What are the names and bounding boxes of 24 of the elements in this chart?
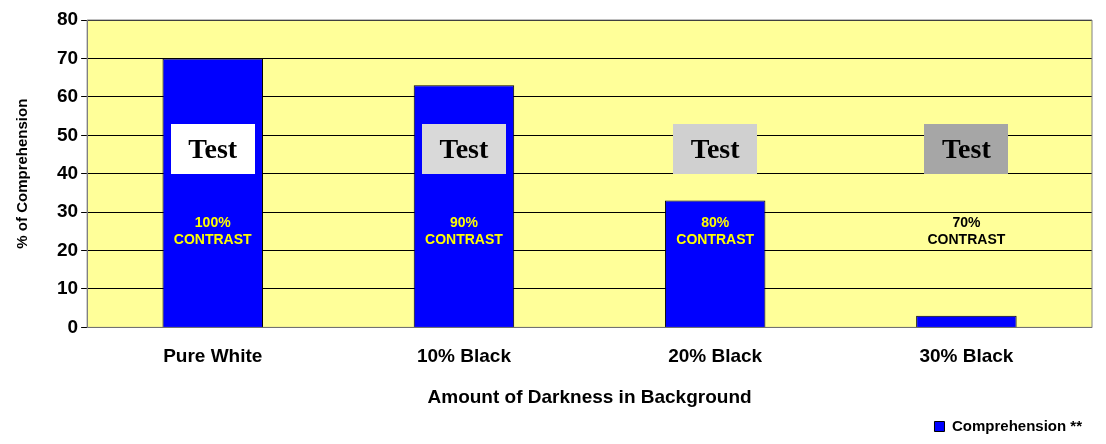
y-tick-label: 20: [56, 238, 79, 260]
annotation: 90% CONTRAST: [425, 214, 504, 248]
x-tick-label: Pure White: [163, 345, 263, 367]
sample-card: Test: [421, 124, 506, 175]
x-tick-label: 10% Black: [416, 345, 512, 367]
y-tick-label: 70: [56, 46, 79, 68]
annotation: 80% CONTRAST: [676, 214, 755, 248]
x-tick-label: 30% Black: [919, 345, 1014, 367]
legend-label: Comprehension **: [951, 416, 1083, 434]
y-tick-label: 10: [56, 277, 79, 299]
y-tick-label: 0: [67, 315, 79, 337]
y-axis-title: % of Comprehension: [13, 98, 31, 249]
sample-card: Test: [170, 124, 255, 175]
annotation: 70% CONTRAST: [927, 214, 1006, 248]
y-tick-label: 30: [56, 200, 79, 222]
sample-card: Test: [673, 124, 758, 175]
y-tick-label: 40: [56, 161, 79, 183]
y-tick-label: 50: [56, 123, 79, 145]
y-tick-label: 80: [56, 8, 79, 30]
x-axis-title: Amount of Darkness in Background: [427, 385, 752, 407]
sample-card: Test: [924, 124, 1009, 175]
x-tick-label: 20% Black: [668, 345, 763, 367]
y-tick-label: 60: [56, 85, 79, 107]
annotation: 100% CONTRAST: [173, 214, 253, 248]
